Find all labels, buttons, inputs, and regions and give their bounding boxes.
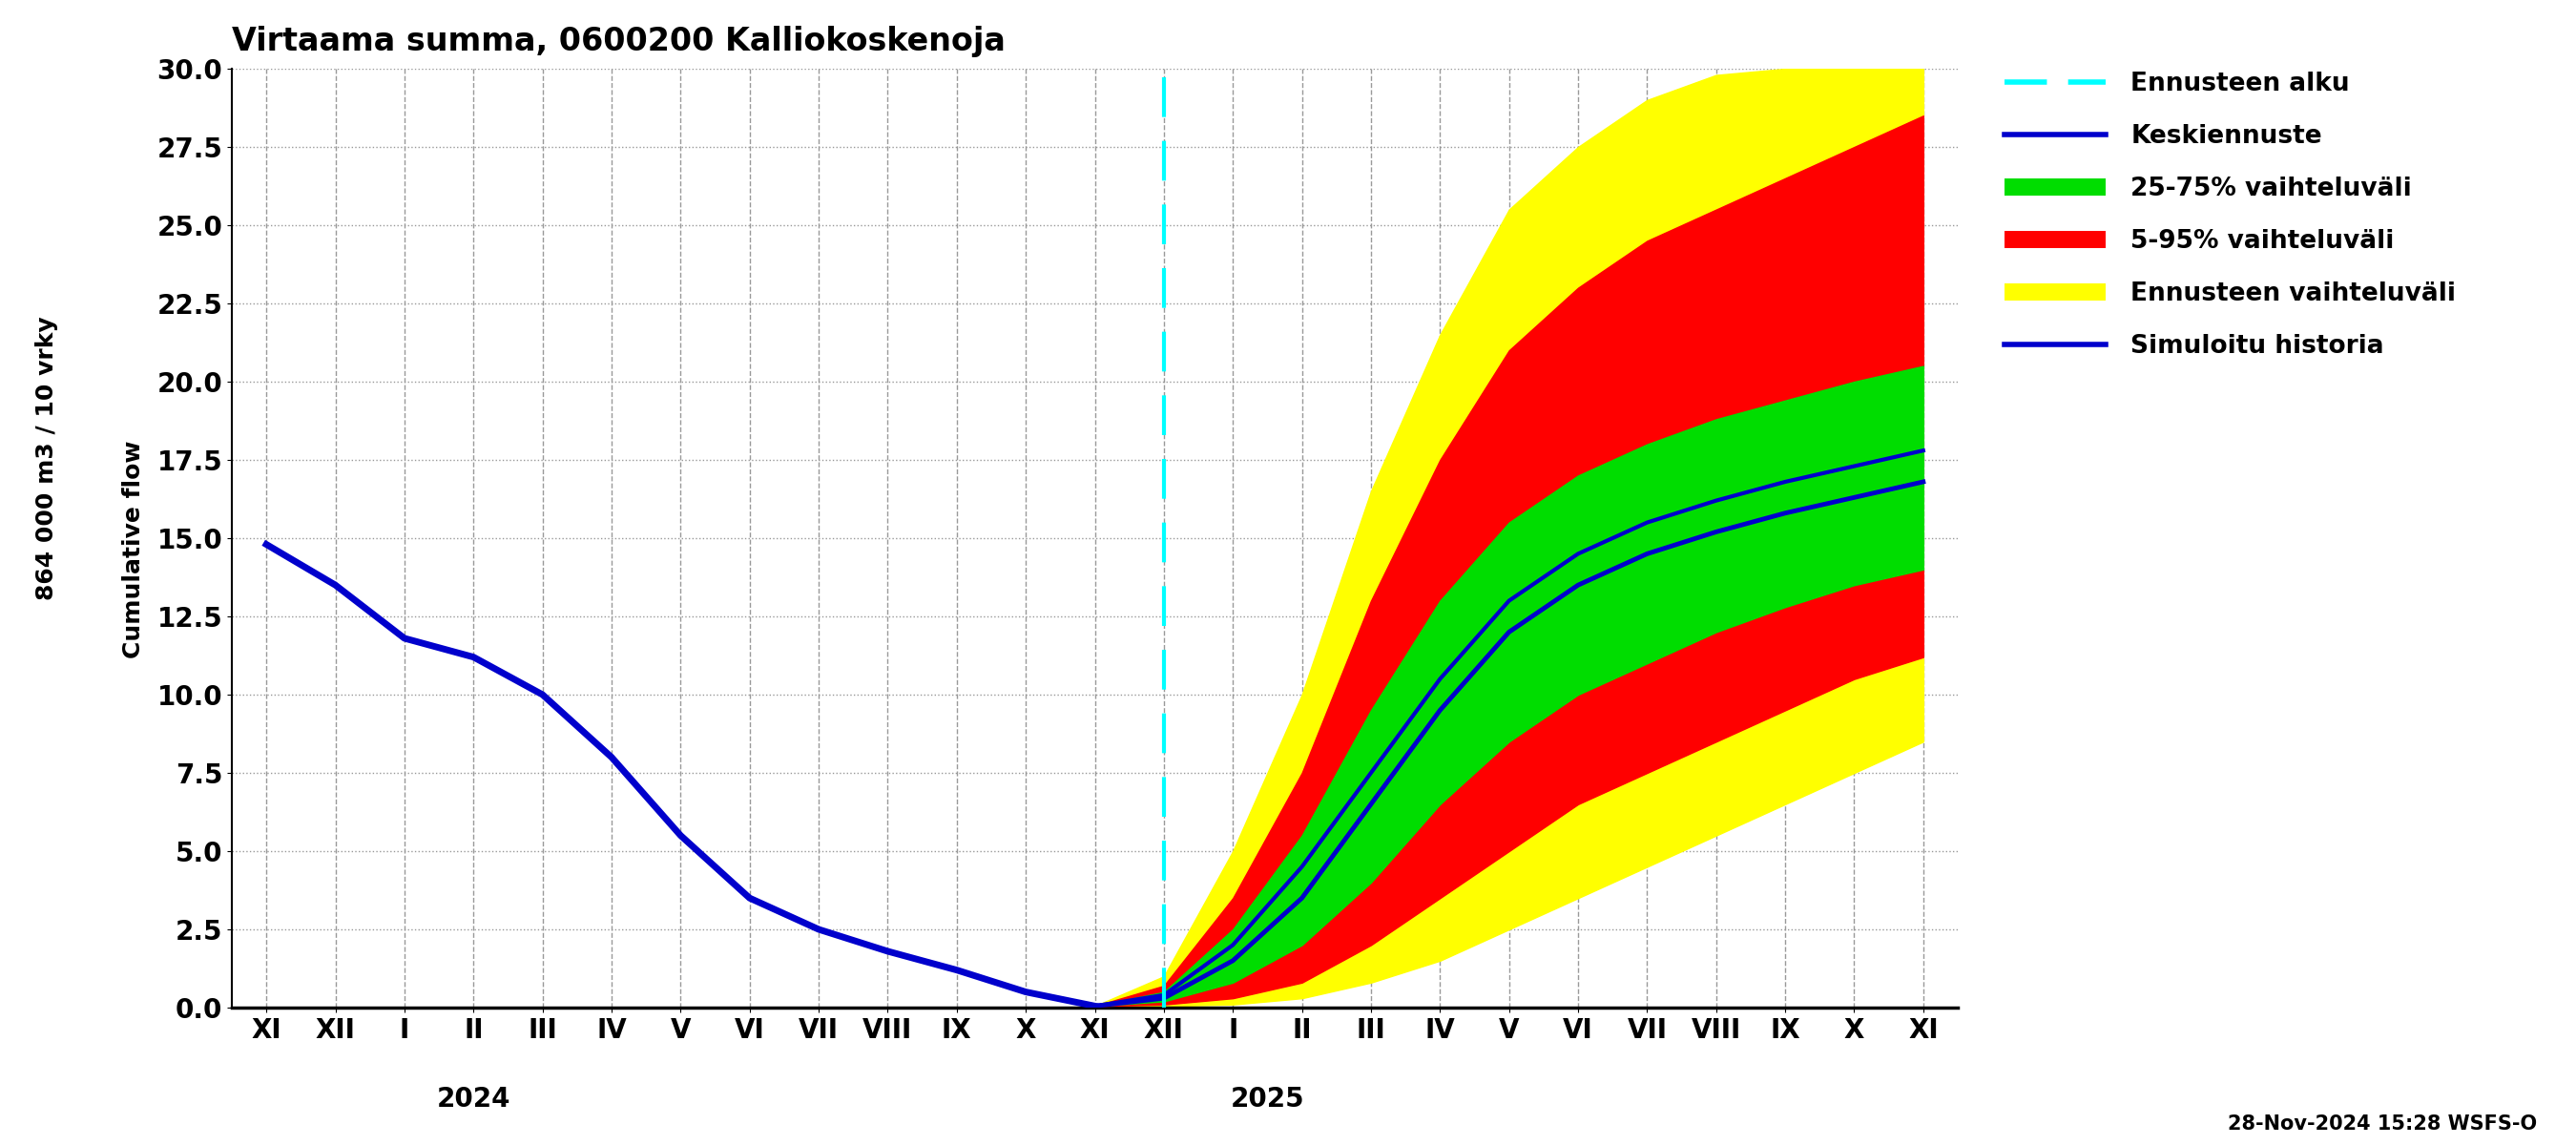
Text: 2024: 2024	[435, 1085, 510, 1113]
Text: 864 000 m3 / 10 vrky: 864 000 m3 / 10 vrky	[36, 316, 57, 600]
Text: Virtaama summa, 0600200 Kalliokoskenoja: Virtaama summa, 0600200 Kalliokoskenoja	[232, 25, 1005, 57]
Legend: Ennusteen alku, Keskiennuste, 25-75% vaihteluväli, 5-95% vaihteluväli, Ennusteen: Ennusteen alku, Keskiennuste, 25-75% vai…	[2004, 72, 2455, 360]
Text: 28-Nov-2024 15:28 WSFS-O: 28-Nov-2024 15:28 WSFS-O	[2228, 1114, 2537, 1134]
Text: Cumulative flow: Cumulative flow	[124, 441, 144, 658]
Text: 2025: 2025	[1231, 1085, 1303, 1113]
